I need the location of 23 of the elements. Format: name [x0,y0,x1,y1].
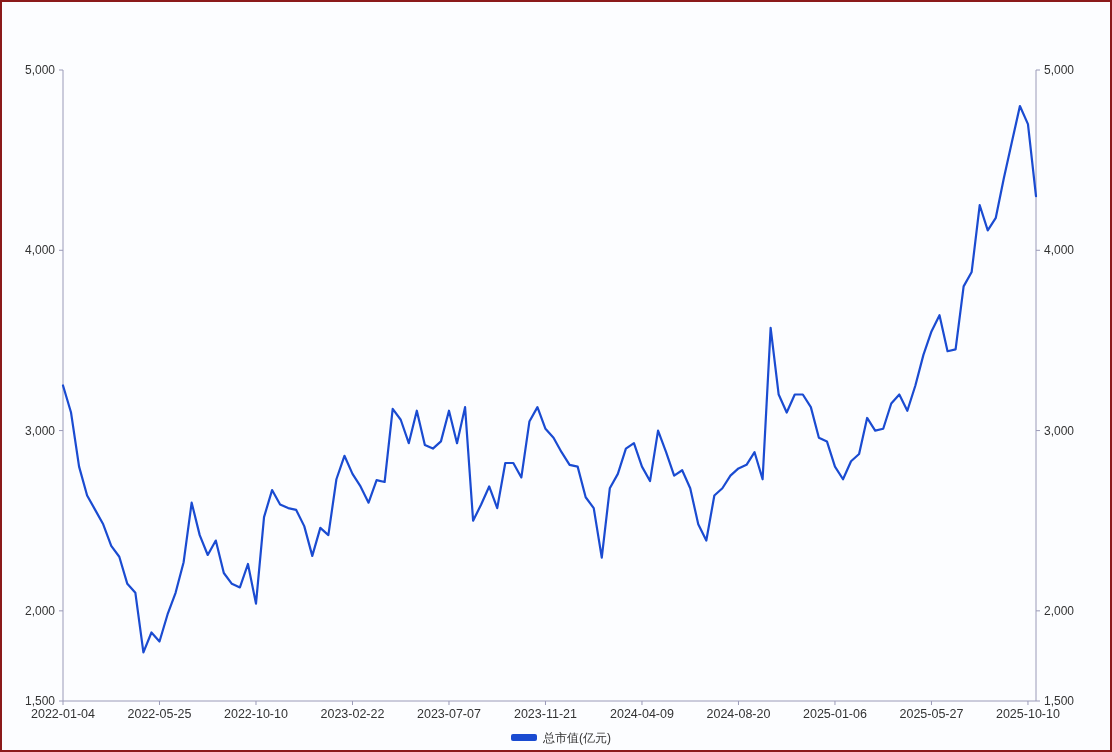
x-tick-label: 2022-01-04 [31,707,96,721]
x-tick-label: 2024-04-09 [610,707,674,721]
x-tick-label: 2025-01-06 [802,707,867,721]
x-tick-label: 2023-07-07 [417,707,481,721]
y-tick-label: 5,000 [24,63,56,78]
x-tick-label: 2023-11-21 [513,707,578,721]
x-tick-label: 2022-05-25 [127,707,192,721]
line-series [61,104,1038,654]
x-tick-label: 2025-05-27 [899,707,964,721]
y2-tick-label: 1,500 [1044,694,1075,709]
x-tick-label: 2025-10-10 [995,707,1060,721]
y-tick-label: 1,500 [24,694,56,709]
legend-label: 总市值(亿元) [542,731,611,746]
x-tick-label: 2023-02-22 [320,707,385,721]
y-tick-label: 2,000 [24,604,56,619]
y2-tick-label: 2,000 [1044,604,1075,619]
y2-tick-label: 3,000 [1044,423,1075,438]
y2-tick-label: 4,000 [1044,243,1075,258]
x-tick-label: 2024-08-20 [706,707,771,721]
x-tick-label: 2022-10-10 [224,707,288,721]
y2-tick-label: 5,000 [1044,63,1075,78]
y-tick-label: 4,000 [24,243,56,258]
y-tick-label: 3,000 [24,423,56,438]
